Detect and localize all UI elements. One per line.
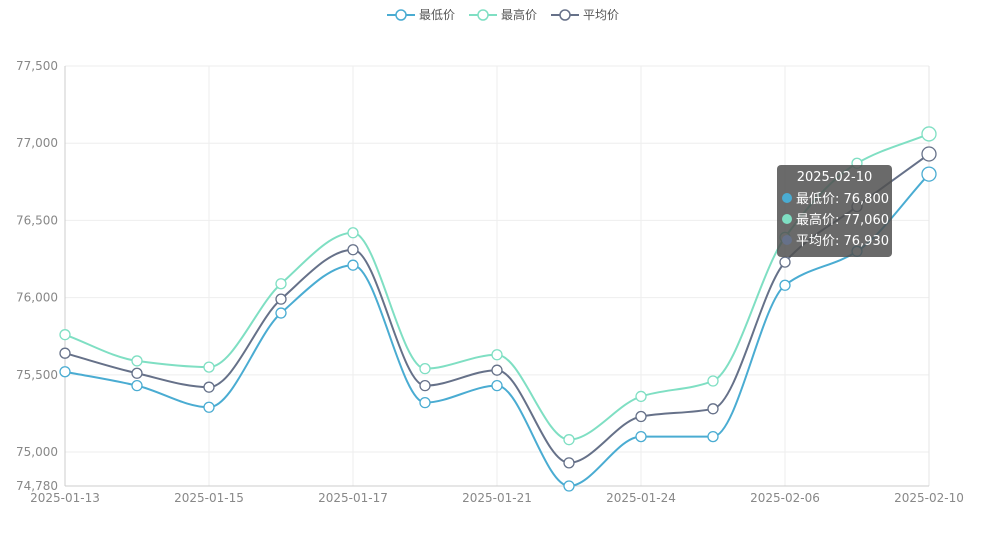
legend-item-avg[interactable]: 平均价 <box>551 6 619 23</box>
tooltip-high-value: 最高价: 77,060 <box>796 213 889 228</box>
data-point-avg <box>59 347 71 359</box>
data-point-high <box>419 362 431 375</box>
data-point-high <box>203 361 215 373</box>
data-point-low <box>563 480 575 492</box>
tooltip-avg-dot-icon <box>782 234 792 245</box>
x-tick-label: 2025-01-13 <box>30 491 100 505</box>
tooltip-high-dot-icon <box>782 213 792 224</box>
chart-legend: 最低价 最高价 平均价 <box>0 6 1006 23</box>
data-point-low <box>491 379 503 392</box>
x-tick-label: 2025-01-21 <box>462 491 532 505</box>
x-tick-label: 2025-01-15 <box>174 491 244 505</box>
legend-high-label: 最高价 <box>500 8 537 22</box>
data-point-avg <box>707 403 719 415</box>
data-point-avg <box>635 410 647 423</box>
tooltip-row-low: 最低价: 76,800 <box>782 187 892 208</box>
data-point-avg <box>131 367 143 379</box>
data-point-low <box>707 430 719 443</box>
legend-item-high[interactable]: 最高价 <box>468 6 537 23</box>
data-point-low <box>275 307 287 319</box>
chart-tooltip: 2025-02-10 最低价: 76,800 最高价: 77,060 平均价: … <box>777 165 892 257</box>
y-tick-label: 76,500 <box>16 213 58 227</box>
tooltip-row-high: 最高价: 77,060 <box>782 208 892 229</box>
data-point-avg <box>275 293 287 305</box>
data-point-high <box>491 349 503 361</box>
data-point-low <box>921 166 937 182</box>
y-tick-label: 74,780 <box>16 479 58 493</box>
data-point-low <box>203 401 215 413</box>
tooltip-low-value: 最低价: 76,800 <box>796 192 889 207</box>
data-point-low <box>131 379 143 392</box>
tooltip-date: 2025-02-10 <box>796 170 873 185</box>
data-point-avg <box>419 379 431 392</box>
data-point-high <box>347 227 359 239</box>
data-point-low <box>635 430 647 443</box>
x-tick-label: 2025-01-24 <box>606 491 676 505</box>
data-point-avg <box>491 364 503 376</box>
legend-high-marker-icon <box>468 8 497 21</box>
y-tick-label: 77,500 <box>16 59 58 73</box>
legend-low-marker-icon <box>386 8 415 21</box>
data-point-avg <box>347 244 359 256</box>
data-point-high <box>707 375 719 387</box>
data-point-low <box>59 366 71 378</box>
legend-avg-marker-icon <box>551 8 579 21</box>
tooltip-avg-value: 平均价: 76,930 <box>796 234 889 249</box>
x-tick-label: 2025-02-10 <box>894 491 964 505</box>
data-point-high <box>59 329 71 341</box>
y-tick-label: 77,000 <box>16 136 58 150</box>
data-point-avg <box>779 256 791 268</box>
data-point-high <box>131 355 143 367</box>
data-point-low <box>347 259 359 271</box>
tooltip-low-dot-icon <box>782 192 792 203</box>
y-tick-label: 76,000 <box>16 291 58 305</box>
data-point-low <box>779 279 791 291</box>
x-tick-label: 2025-01-17 <box>318 491 388 505</box>
legend-item-low[interactable]: 最低价 <box>386 6 455 23</box>
y-tick-label: 75,000 <box>16 445 58 459</box>
x-tick-label: 2025-02-06 <box>750 491 820 505</box>
data-point-avg <box>921 146 937 162</box>
data-point-avg <box>203 381 215 393</box>
data-point-high <box>275 278 287 290</box>
data-point-high <box>635 390 647 403</box>
data-point-low <box>419 396 431 409</box>
legend-avg-label: 平均价 <box>583 8 620 22</box>
data-point-high <box>563 434 575 446</box>
data-point-avg <box>563 457 575 469</box>
legend-low-label: 最低价 <box>418 8 455 22</box>
tooltip-row-avg: 平均价: 76,930 <box>782 229 892 250</box>
y-tick-label: 75,500 <box>16 368 58 382</box>
data-point-high <box>921 126 937 142</box>
